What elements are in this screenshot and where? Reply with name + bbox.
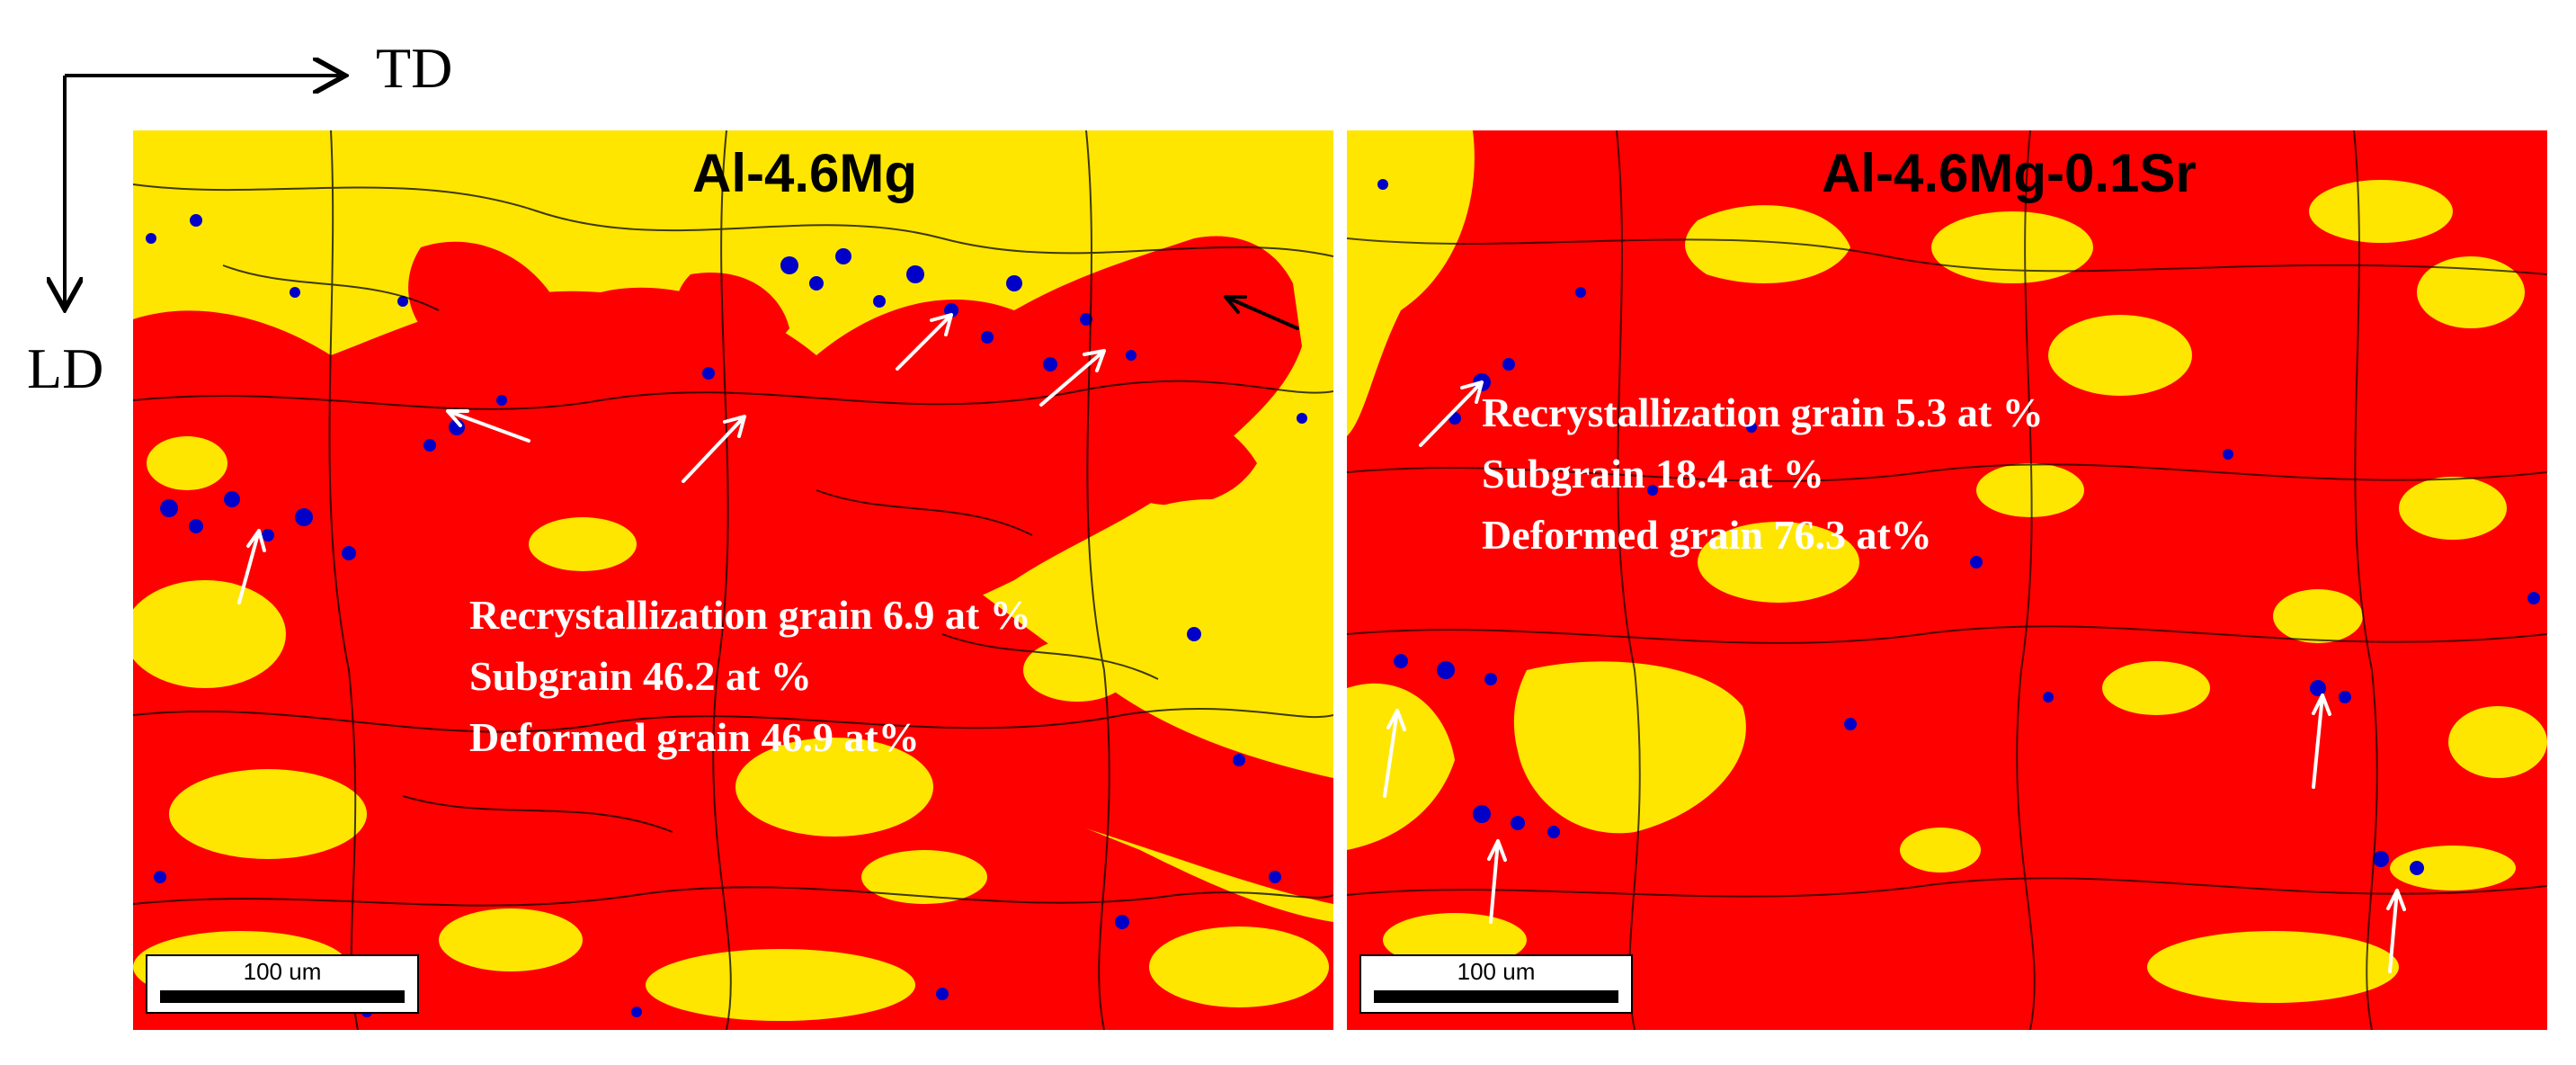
annotation-arrows — [1383, 380, 2406, 973]
deformed-regions — [133, 236, 1333, 1030]
panel-title: Al-4.6Mg — [692, 143, 918, 203]
scale-bar: 100 um — [1359, 954, 1633, 1014]
grain-map — [1347, 130, 2547, 1030]
recrystallization-stat: Recrystallization grain 6.9 at % — [469, 592, 1031, 638]
deformed-stat: Deformed grain 46.9 at% — [469, 714, 920, 760]
panel-al-4-6mg: Al-4.6Mg Recrystallization grain 6.9 at … — [133, 130, 1333, 1030]
axis-indicator — [0, 0, 360, 360]
subgrain-stat: Subgrain 18.4 at % — [1482, 451, 1824, 497]
grain-map — [133, 130, 1333, 1030]
ld-label: LD — [27, 336, 104, 400]
recrystallized-patches — [133, 436, 1329, 1021]
annotation-arrows — [237, 295, 1299, 604]
panel-title: Al-4.6Mg-0.1Sr — [1822, 143, 2197, 203]
grain-statistics: Recrystallization grain 5.3 at % Subgrai… — [1482, 382, 2044, 566]
scale-bar-label: 100 um — [1457, 958, 1536, 985]
panel-al-4-6mg-0-1sr: Al-4.6Mg-0.1Sr Recrystallization grain 5… — [1347, 130, 2547, 1030]
subgrain-stat: Subgrain 46.2 at % — [469, 653, 812, 699]
grain-statistics: Recrystallization grain 6.9 at % Subgrai… — [469, 585, 1031, 768]
recrystallized-patches — [1347, 130, 2547, 1003]
scale-bar-label: 100 um — [243, 958, 322, 985]
td-label: TD — [376, 36, 453, 100]
deformed-stat: Deformed grain 76.3 at% — [1482, 512, 1932, 558]
scale-bar-line — [160, 990, 405, 1003]
recrystallization-stat: Recrystallization grain 5.3 at % — [1482, 389, 2044, 435]
subgrain-clusters — [146, 214, 1307, 1017]
deformed-background — [1347, 130, 2547, 1030]
subgrain-clusters — [1377, 179, 2540, 875]
scale-bar: 100 um — [146, 954, 419, 1014]
scale-bar-line — [1374, 990, 1618, 1003]
grain-boundaries — [1347, 130, 2547, 1030]
grain-boundaries — [133, 130, 1333, 1030]
